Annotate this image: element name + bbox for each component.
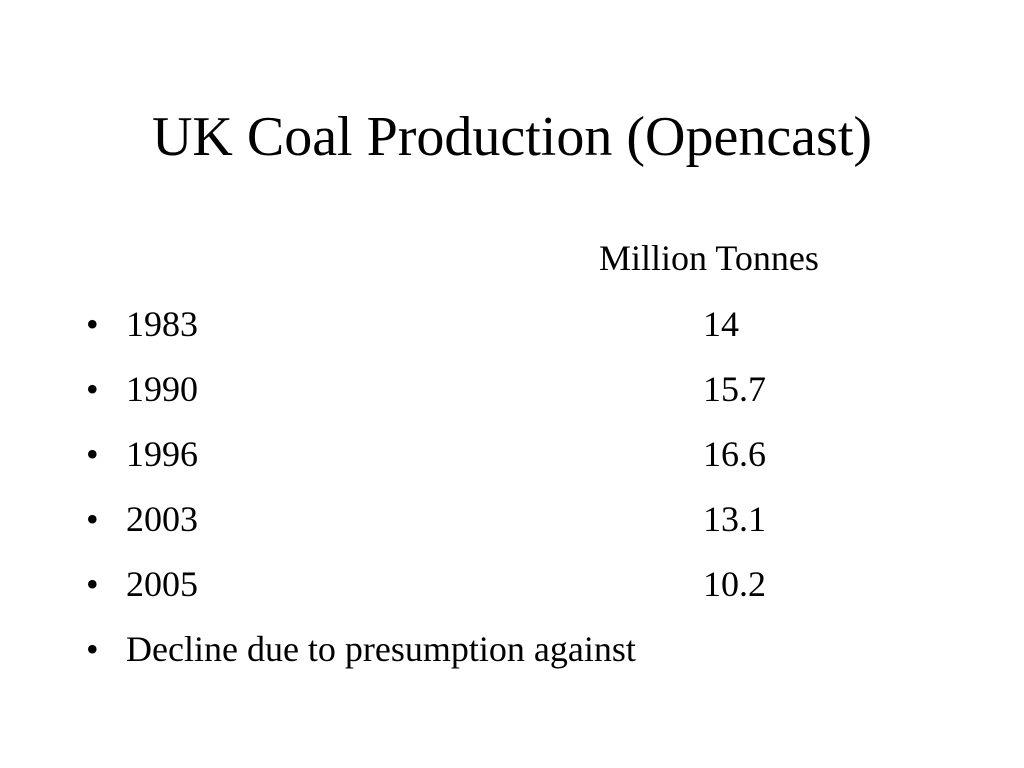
row-value: 10.2 [703, 564, 766, 604]
row-year: 1990 [126, 369, 198, 409]
row-year: 2003 [126, 499, 198, 539]
row-value: 16.6 [703, 434, 766, 474]
production-row: • 2005 10.2 [0, 562, 1024, 606]
row-value: 13.1 [703, 499, 766, 539]
bullet-icon: • [86, 564, 99, 604]
slide-title: UK Coal Production (Opencast) [151, 106, 873, 168]
bullet-icon: • [86, 434, 99, 474]
row-year: 2005 [126, 564, 198, 604]
production-row: • 1990 15.7 [0, 367, 1024, 411]
row-value: 14 [703, 304, 739, 344]
note-text: Decline due to presumption against [126, 629, 636, 669]
row-value: 15.7 [703, 369, 766, 409]
row-year: 1996 [126, 434, 198, 474]
bullet-icon: • [86, 499, 99, 539]
bullet-icon: • [86, 369, 99, 409]
production-row: • 1996 16.6 [0, 432, 1024, 476]
bullet-icon: • [86, 304, 99, 344]
production-row: • 2003 13.1 [0, 497, 1024, 541]
note-row: • Decline due to presumption against [0, 627, 1024, 671]
production-row: • 1983 14 [0, 302, 1024, 346]
unit-header: Million Tonnes [599, 238, 819, 278]
row-year: 1983 [126, 304, 198, 344]
bullet-icon: • [86, 629, 99, 669]
